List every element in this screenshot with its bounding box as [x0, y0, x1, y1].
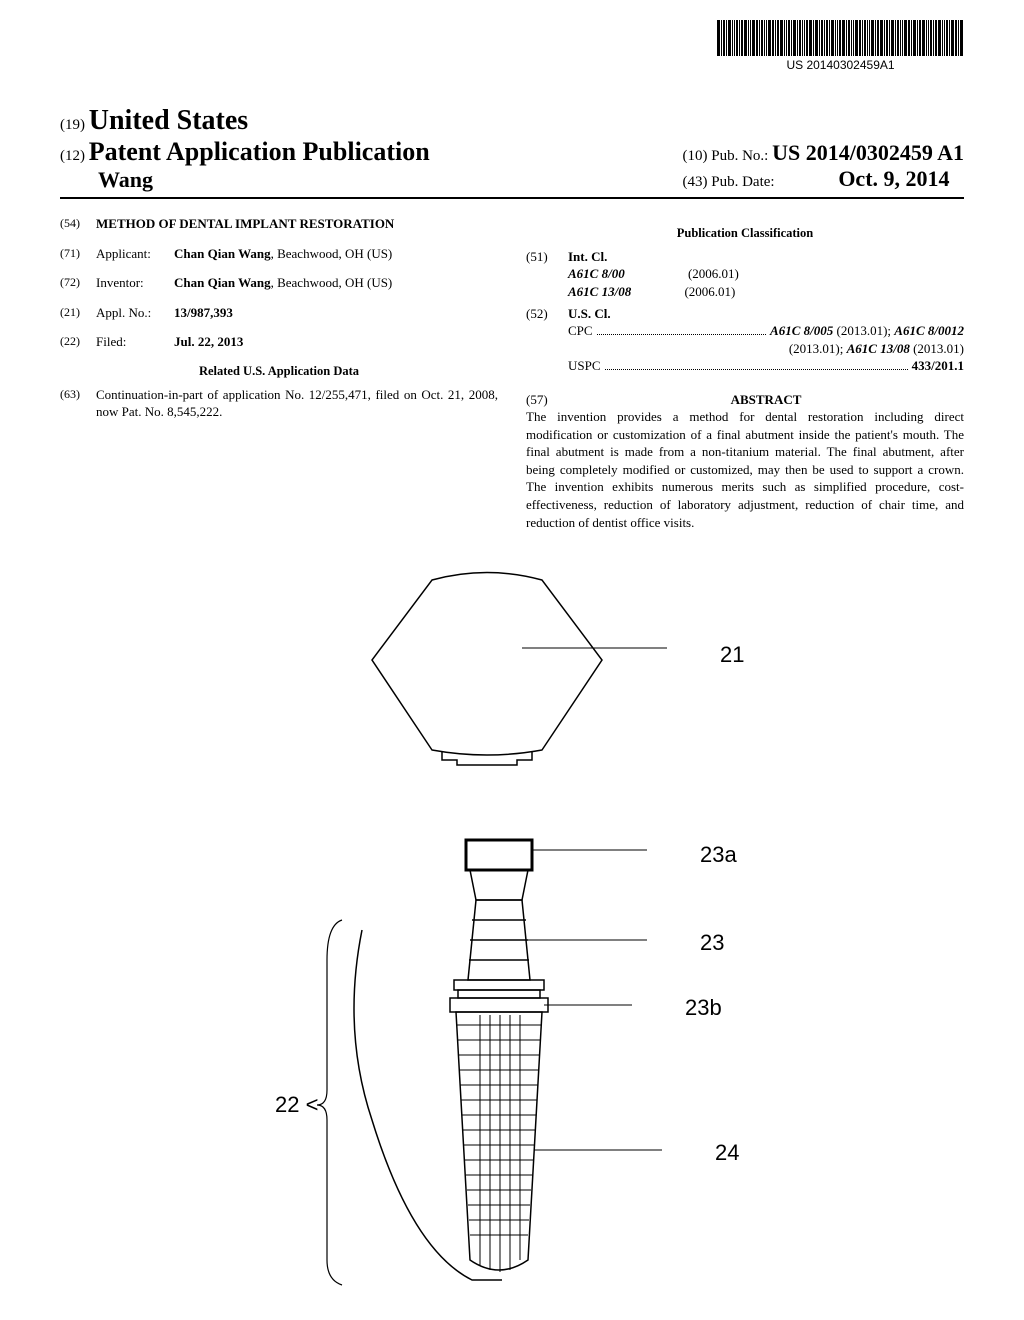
abstract-text: The invention provides a method for dent… — [526, 408, 964, 531]
country-code: (19) — [60, 117, 85, 133]
uspc-line: USPC 433/201.1 — [526, 357, 964, 375]
fig-label-23: 23 — [700, 930, 724, 956]
left-column: (54) METHOD OF DENTAL IMPLANT RESTORATIO… — [60, 215, 498, 531]
invention-title: METHOD OF DENTAL IMPLANT RESTORATION — [96, 215, 498, 233]
appl-code: (21) — [60, 304, 96, 322]
pub-no-line: (10) Pub. No.: US 2014/0302459 A1 — [682, 140, 964, 166]
applicant-loc: , Beachwood, OH (US) — [271, 246, 393, 261]
cpc-2: A61C 8/0012 — [894, 323, 964, 338]
cpc-line-2: (2013.01); A61C 13/08 (2013.01) — [526, 340, 964, 358]
patent-page: US 20140302459A1 (19) United States (12)… — [0, 0, 1024, 1320]
uspc-label: USPC — [568, 357, 601, 375]
fig-label-21: 21 — [720, 642, 744, 668]
country-line: (19) United States — [60, 105, 964, 137]
cpc-2p: (2013.01); — [789, 341, 847, 356]
filed-label: Filed: — [96, 333, 174, 351]
abstract-title: ABSTRACT — [568, 391, 964, 409]
pub-date: Oct. 9, 2014 — [838, 166, 949, 191]
intcl-label: Int. Cl. — [568, 248, 607, 266]
body-columns: (54) METHOD OF DENTAL IMPLANT RESTORATIO… — [60, 215, 964, 531]
pub-type: Patent Application Publication — [89, 137, 430, 166]
related-title: Related U.S. Application Data — [60, 363, 498, 380]
inventor-code: (72) — [60, 274, 96, 292]
related-code: (63) — [60, 386, 96, 421]
barcode — [717, 20, 964, 56]
pub-date-line: (43) Pub. Date: Oct. 9, 2014 — [682, 166, 964, 192]
fig-label-23a: 23a — [700, 842, 737, 868]
pub-type-line: (12) Patent Application Publication — [60, 137, 662, 167]
cpc-3p: (2013.01) — [910, 341, 964, 356]
barcode-block: US 20140302459A1 — [717, 20, 964, 72]
cpc-label: CPC — [568, 322, 593, 340]
inventor-loc: , Beachwood, OH (US) — [271, 275, 393, 290]
uscl-code: (52) — [526, 305, 568, 323]
pub-date-code: (43) — [682, 174, 707, 190]
filed-date: Jul. 22, 2013 — [174, 333, 498, 351]
intcl-1-ver: (2006.01) — [688, 266, 739, 281]
pub-no-label: Pub. No.: — [711, 148, 768, 164]
intcl-code: (51) — [526, 248, 568, 266]
appl-label: Appl. No.: — [96, 304, 174, 322]
pub-date-label: Pub. Date: — [711, 174, 774, 190]
applicant-code: (71) — [60, 245, 96, 263]
pub-type-code: (12) — [60, 148, 85, 164]
cpc-line: CPC A61C 8/005 (2013.01); A61C 8/0012 — [526, 322, 964, 340]
fig-label-24: 24 — [715, 1140, 739, 1166]
inventor-value: Chan Qian Wang, Beachwood, OH (US) — [174, 274, 498, 292]
uspc-val: 433/201.1 — [912, 357, 964, 375]
related-text: Continuation-in-part of application No. … — [96, 386, 498, 421]
fig-label-22: 22 < — [275, 1092, 318, 1118]
fig-label-23b: 23b — [685, 995, 722, 1021]
pub-no-code: (10) — [682, 148, 707, 164]
dots-2 — [605, 369, 908, 370]
filed-code: (22) — [60, 333, 96, 351]
appl-no: 13/987,393 — [174, 304, 498, 322]
applicant-short: Wang — [60, 167, 662, 193]
country: United States — [89, 105, 248, 136]
right-column: Publication Classification (51) Int. Cl.… — [526, 215, 964, 531]
barcode-number: US 20140302459A1 — [717, 58, 964, 72]
dots — [597, 334, 766, 335]
cpc-3: A61C 13/08 — [847, 341, 910, 356]
header: (19) United States (12) Patent Applicati… — [60, 105, 964, 199]
figure: 21 23a 23 23b 24 22 < — [0, 560, 1024, 1305]
cpc-right: A61C 8/005 (2013.01); A61C 8/0012 — [770, 322, 964, 340]
intcl-2-sym: A61C 13/08 — [568, 284, 631, 299]
intcl-1: A61C 8/00 (2006.01) — [526, 265, 964, 283]
applicant-label: Applicant: — [96, 245, 174, 263]
abstract-code: (57) — [526, 391, 568, 409]
title-code: (54) — [60, 215, 96, 233]
intcl-2: A61C 13/08 (2006.01) — [526, 283, 964, 301]
inventor-label: Inventor: — [96, 274, 174, 292]
class-title: Publication Classification — [526, 225, 964, 242]
pub-no: US 2014/0302459 A1 — [772, 140, 964, 165]
applicant-name: Chan Qian Wang — [174, 246, 271, 261]
cpc-1p: (2013.01); — [833, 323, 894, 338]
uscl-label: U.S. Cl. — [568, 305, 611, 323]
cpc-1: A61C 8/005 — [770, 323, 833, 338]
applicant-value: Chan Qian Wang, Beachwood, OH (US) — [174, 245, 498, 263]
intcl-1-sym: A61C 8/00 — [568, 266, 625, 281]
inventor-name: Chan Qian Wang — [174, 275, 271, 290]
intcl-2-ver: (2006.01) — [684, 284, 735, 299]
